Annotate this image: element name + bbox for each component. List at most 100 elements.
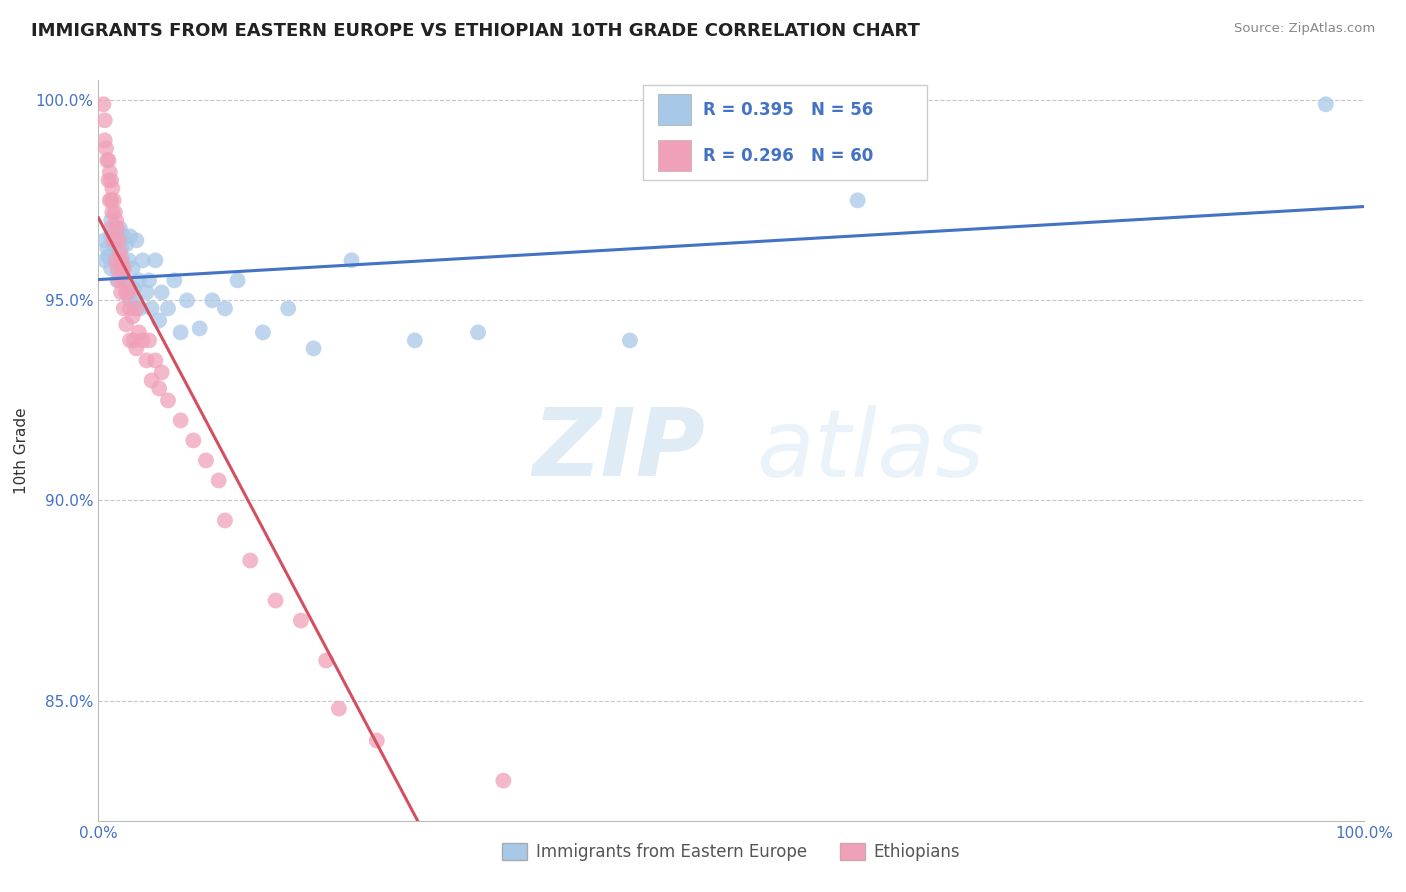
Point <box>366 733 388 747</box>
Point <box>110 253 132 268</box>
Point <box>846 194 869 208</box>
Point <box>129 301 152 316</box>
Point <box>120 301 141 316</box>
Point <box>120 229 141 244</box>
Point <box>194 453 218 467</box>
Point <box>93 253 117 268</box>
Point <box>105 213 128 227</box>
Point <box>107 233 129 247</box>
Point <box>107 245 129 260</box>
Point <box>100 229 122 244</box>
Point <box>112 229 135 244</box>
Point <box>163 273 186 287</box>
FancyBboxPatch shape <box>643 86 928 180</box>
Point <box>110 285 132 300</box>
Point <box>138 334 160 348</box>
Point <box>125 233 148 247</box>
Point <box>115 285 138 300</box>
Point <box>103 194 125 208</box>
Point <box>328 701 350 715</box>
Point <box>150 285 173 300</box>
Point <box>107 261 129 276</box>
Point <box>110 269 132 284</box>
Point <box>94 141 117 155</box>
Point <box>141 373 163 387</box>
Point <box>176 293 198 308</box>
Point <box>111 261 134 276</box>
Point <box>100 194 122 208</box>
Point <box>188 321 211 335</box>
Point <box>114 273 136 287</box>
Point <box>118 285 141 300</box>
Point <box>1315 97 1337 112</box>
Point <box>120 334 141 348</box>
Point <box>98 165 121 179</box>
Point <box>214 301 236 316</box>
Point <box>135 353 157 368</box>
Point <box>148 313 170 327</box>
Point <box>110 241 132 255</box>
Point <box>121 310 143 324</box>
Point <box>104 253 127 268</box>
Point <box>97 173 120 187</box>
Point <box>112 261 135 276</box>
Point <box>93 97 115 112</box>
Point <box>201 293 224 308</box>
Point <box>101 181 124 195</box>
Point <box>97 249 120 263</box>
Point <box>115 318 138 332</box>
Point <box>107 265 129 279</box>
Point <box>169 326 191 340</box>
Point <box>125 293 148 308</box>
Point <box>122 334 145 348</box>
Point <box>104 205 127 219</box>
Point <box>128 326 150 340</box>
FancyBboxPatch shape <box>658 140 690 171</box>
Point <box>404 334 426 348</box>
Point <box>128 273 150 287</box>
Point <box>264 593 287 607</box>
Point <box>148 381 170 395</box>
Point <box>100 221 122 235</box>
Point <box>107 233 129 247</box>
Point <box>112 273 135 287</box>
Point <box>100 261 122 276</box>
Point <box>96 241 118 255</box>
Point <box>96 153 118 168</box>
Point <box>208 474 231 488</box>
Point <box>157 301 180 316</box>
Point <box>100 173 122 187</box>
Y-axis label: 10th Grade: 10th Grade <box>14 407 28 494</box>
FancyBboxPatch shape <box>658 95 690 126</box>
Text: Source: ZipAtlas.com: Source: ZipAtlas.com <box>1234 22 1375 36</box>
Point <box>120 293 141 308</box>
Point <box>93 113 117 128</box>
Text: atlas: atlas <box>756 405 984 496</box>
Point <box>107 221 129 235</box>
Legend: Immigrants from Eastern Europe, Ethiopians: Immigrants from Eastern Europe, Ethiopia… <box>495 837 967 868</box>
Point <box>492 773 515 788</box>
Text: ZIP: ZIP <box>533 404 706 497</box>
Point <box>93 233 117 247</box>
Text: R = 0.395   N = 56: R = 0.395 N = 56 <box>703 101 873 119</box>
Point <box>135 285 157 300</box>
Point <box>467 326 489 340</box>
Point <box>103 225 125 239</box>
Point <box>214 514 236 528</box>
Point <box>93 133 117 147</box>
Point <box>118 253 141 268</box>
Point <box>98 194 121 208</box>
Point <box>145 253 166 268</box>
Point <box>277 301 299 316</box>
Point <box>169 413 191 427</box>
Point <box>97 153 120 168</box>
Point <box>150 366 173 380</box>
Point <box>103 237 125 252</box>
Point <box>138 273 160 287</box>
Point <box>252 326 274 340</box>
Point <box>157 393 180 408</box>
Point <box>115 285 138 300</box>
Point <box>107 273 129 287</box>
Point <box>115 237 138 252</box>
Point <box>101 205 124 219</box>
